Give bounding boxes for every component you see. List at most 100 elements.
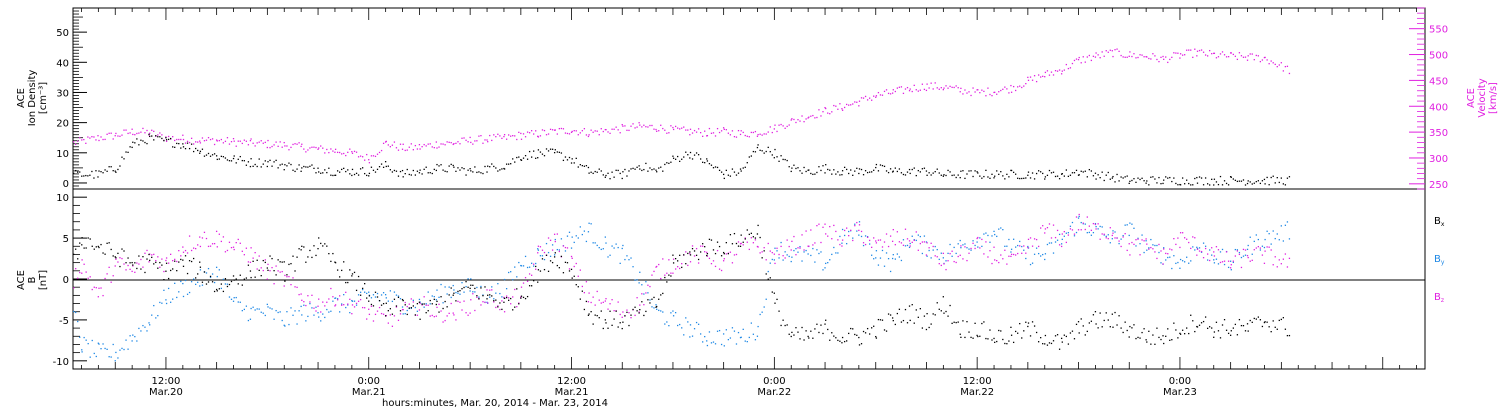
- data-point-density: [195, 147, 197, 150]
- data-point-Bx: [1099, 312, 1101, 314]
- data-point-Bz: [1050, 237, 1053, 239]
- data-point-velocity: [1137, 56, 1139, 59]
- data-point-Bz: [1133, 243, 1135, 246]
- data-point-By: [773, 259, 775, 261]
- data-point-velocity: [489, 134, 491, 137]
- data-point-Bx: [864, 332, 867, 334]
- data-point-Bx: [976, 334, 978, 337]
- data-point-velocity: [372, 155, 375, 157]
- data-point-velocity: [763, 133, 765, 135]
- data-point-Bx: [622, 321, 624, 323]
- data-point-density: [463, 168, 465, 170]
- data-point-velocity: [290, 146, 292, 149]
- data-point-density: [850, 169, 852, 171]
- data-point-velocity: [1188, 49, 1190, 51]
- data-point-density: [334, 174, 336, 177]
- data-point-By: [1221, 248, 1224, 251]
- data-point-density: [465, 174, 467, 176]
- data-point-Bx: [1077, 321, 1080, 323]
- data-point-By: [514, 266, 516, 268]
- data-point-Bx: [104, 253, 106, 255]
- data-point-Bz: [964, 246, 966, 248]
- data-point-velocity: [461, 137, 463, 139]
- data-point-By: [590, 223, 592, 225]
- data-point-Bz: [695, 247, 698, 250]
- data-point-velocity: [136, 132, 138, 135]
- data-point-Bz: [761, 251, 763, 253]
- data-point-Bx: [75, 248, 77, 250]
- data-point-Bx: [284, 280, 286, 282]
- data-point-Bx: [452, 294, 454, 296]
- data-point-Bx: [421, 303, 423, 305]
- date-tick-label: Mar.21: [555, 387, 589, 398]
- data-point-Bz: [913, 239, 915, 242]
- data-point-Bz: [959, 254, 961, 256]
- data-point-Bz: [556, 233, 558, 235]
- data-point-density: [275, 159, 277, 162]
- data-point-Bz: [551, 249, 554, 251]
- data-point-velocity: [598, 134, 600, 136]
- data-point-Bz: [305, 304, 307, 307]
- data-point-Bx: [691, 248, 694, 250]
- data-point-Bx: [843, 340, 846, 343]
- data-point-Bx: [543, 268, 546, 271]
- data-point-velocity: [672, 126, 674, 129]
- data-point-By: [761, 311, 763, 313]
- data-point-Bz: [1114, 237, 1116, 239]
- data-point-By: [1019, 240, 1021, 243]
- data-point-Bx: [945, 310, 947, 313]
- data-point-Bx: [588, 313, 590, 315]
- data-point-By: [1165, 259, 1167, 261]
- data-point-By: [512, 279, 514, 281]
- data-point-Bz: [275, 265, 277, 267]
- data-point-velocity: [1211, 53, 1213, 55]
- data-point-density: [699, 158, 702, 160]
- data-point-Bx: [841, 342, 843, 344]
- data-point-By: [985, 232, 987, 234]
- data-point-Bz: [264, 259, 266, 261]
- data-point-velocity: [1061, 70, 1063, 72]
- data-point-density: [190, 143, 193, 145]
- data-point-Bz: [729, 251, 732, 253]
- data-point-Bx: [996, 340, 998, 343]
- data-point-velocity: [568, 133, 571, 135]
- data-point-By: [951, 255, 953, 257]
- data-point-velocity: [543, 129, 546, 132]
- data-point-By: [495, 292, 497, 294]
- data-point-velocity: [1012, 85, 1015, 88]
- data-point-density: [326, 171, 328, 174]
- data-point-Bz: [508, 297, 510, 299]
- data-point-Bz: [887, 245, 890, 248]
- data-point-density: [493, 165, 495, 168]
- data-point-Bx: [501, 308, 503, 311]
- data-point-Bx: [829, 339, 831, 341]
- data-point-Bz: [1097, 223, 1099, 225]
- data-point-Bz: [1286, 266, 1289, 268]
- data-point-density: [1229, 176, 1232, 178]
- data-point-velocity: [1206, 55, 1209, 57]
- data-point-velocity: [309, 147, 311, 149]
- data-point-velocity: [790, 119, 792, 121]
- data-point-velocity: [970, 94, 972, 97]
- data-point-Bx: [805, 330, 807, 332]
- data-point-By: [497, 283, 499, 285]
- data-point-density: [1139, 178, 1141, 181]
- data-point-Bz: [904, 228, 907, 230]
- data-point-Bz: [925, 254, 928, 256]
- data-point-density: [894, 167, 896, 169]
- data-point-By: [1266, 230, 1268, 232]
- bfield-tick-label: -5: [59, 316, 69, 327]
- data-point-velocity: [558, 127, 561, 130]
- data-point-velocity: [161, 134, 163, 136]
- data-point-velocity: [349, 148, 351, 150]
- data-point-velocity: [814, 117, 816, 119]
- data-point-velocity: [142, 127, 144, 130]
- data-point-velocity: [1128, 55, 1130, 57]
- data-point-Bx: [1019, 322, 1021, 325]
- data-point-Bz: [148, 261, 150, 263]
- data-point-density: [930, 174, 932, 176]
- data-point-Bz: [767, 242, 769, 245]
- data-point-velocity: [883, 90, 886, 93]
- data-point-By: [964, 243, 966, 245]
- data-point-Bx: [960, 336, 962, 338]
